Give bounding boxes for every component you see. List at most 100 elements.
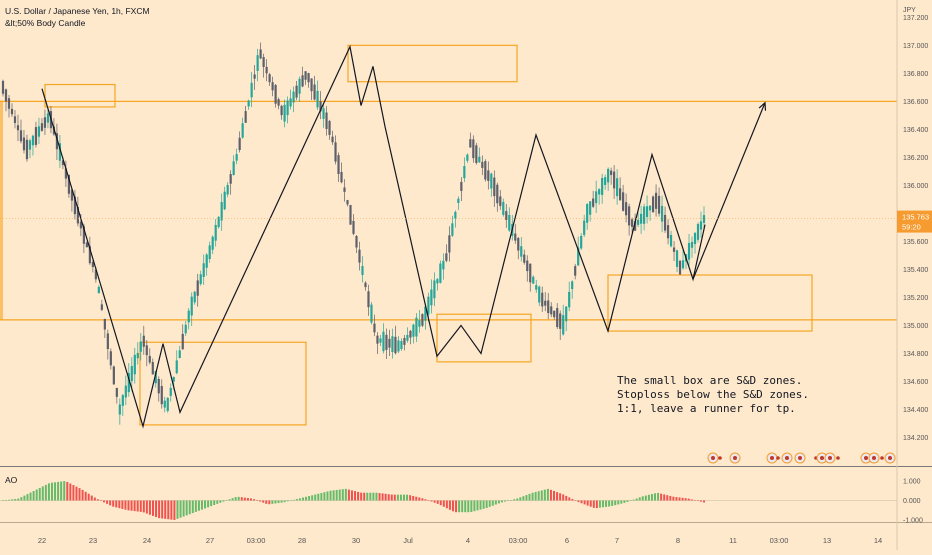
ao-bar — [412, 495, 415, 501]
ao-bar — [5, 500, 8, 501]
annotation-line: The small box are S&D zones. — [617, 374, 803, 387]
ao-bar — [455, 500, 458, 513]
ao-bar — [415, 496, 418, 501]
candle-body — [645, 206, 649, 217]
candle-body — [319, 101, 322, 112]
ao-bar — [626, 500, 629, 502]
ao-bar — [127, 500, 130, 511]
candle-body — [604, 177, 607, 185]
candle-body — [187, 310, 190, 323]
candle-body — [172, 377, 175, 382]
event-small-icon[interactable] — [776, 456, 780, 460]
ao-bar — [289, 500, 292, 501]
candle-body — [391, 336, 394, 352]
ao-bar — [525, 495, 528, 501]
candle-body — [675, 250, 679, 267]
candle-body — [304, 71, 307, 80]
sd-zone-box — [44, 83, 116, 108]
candle-body — [34, 127, 38, 145]
candle-body — [669, 235, 673, 247]
candle-body — [337, 155, 340, 174]
ao-bar — [559, 493, 562, 501]
candle-body — [457, 198, 460, 203]
x-tick-label: 27 — [206, 536, 214, 545]
ao-bar — [8, 499, 11, 501]
ao-bar — [491, 500, 494, 506]
ao-bar — [130, 500, 133, 511]
candle-body — [493, 177, 496, 197]
candle-body — [364, 282, 367, 288]
candle-body — [247, 100, 250, 107]
candle-body — [238, 137, 241, 151]
ao-bar — [60, 481, 63, 501]
ao-bar — [75, 486, 78, 501]
candle-body — [253, 74, 256, 79]
event-flag-dot — [864, 456, 868, 460]
ao-bar — [54, 482, 57, 501]
ao-bar — [41, 486, 44, 501]
ao-bar — [69, 483, 72, 501]
candle-body — [202, 263, 205, 278]
ao-bar — [142, 500, 145, 513]
candle-body — [151, 362, 154, 375]
ao-bar — [494, 500, 497, 505]
ao-bar — [375, 492, 378, 501]
candle-body — [142, 335, 145, 347]
y-tick-label: 136.400 — [903, 127, 928, 134]
ao-bar — [151, 500, 154, 516]
candle-body — [358, 249, 361, 263]
ao-bar — [470, 500, 473, 512]
candle-body — [70, 189, 74, 201]
candle-body — [559, 313, 562, 329]
ao-bar — [467, 500, 470, 513]
ao-bar — [308, 496, 311, 501]
ao-bar — [589, 500, 592, 507]
candle-body — [379, 338, 382, 343]
y-tick-label: 135.400 — [903, 267, 928, 274]
candle-body — [520, 246, 523, 257]
ao-bar — [519, 497, 522, 501]
ao-bar — [384, 493, 387, 501]
candle-body — [310, 78, 313, 92]
ao-bar — [583, 500, 586, 505]
ao-bar — [103, 500, 106, 503]
ao-bar — [442, 500, 445, 507]
x-tick-label: 13 — [823, 536, 831, 545]
ao-bar — [623, 500, 626, 503]
candle-body — [657, 195, 661, 214]
ao-bar — [647, 494, 650, 501]
ao-bar — [271, 500, 274, 504]
last-price-tag — [897, 210, 932, 233]
ao-bar — [124, 500, 127, 510]
event-small-icon[interactable] — [880, 456, 884, 460]
ao-bar — [50, 482, 53, 501]
ao-bar — [574, 500, 577, 501]
candle-body — [400, 340, 403, 350]
candle-body — [622, 192, 625, 211]
ao-bar — [323, 492, 326, 501]
candle-body — [313, 84, 316, 100]
sd-zone-box — [139, 341, 307, 426]
ao-bar — [118, 500, 121, 509]
ao-bar — [14, 498, 17, 501]
ao-bar — [357, 491, 360, 501]
ao-bar — [115, 500, 118, 508]
ao-bar — [256, 500, 259, 501]
ao-bar — [681, 497, 684, 501]
candle-body — [154, 371, 157, 384]
ao-bar — [445, 500, 448, 509]
candle-body — [535, 285, 538, 290]
candle-body — [334, 142, 337, 162]
event-small-icon[interactable] — [718, 456, 722, 460]
ao-bar — [703, 500, 705, 503]
ao-bar — [170, 500, 173, 520]
candle-body — [484, 161, 487, 180]
event-small-icon[interactable] — [836, 456, 840, 460]
ao-bar — [259, 500, 262, 502]
ao-bar — [148, 500, 151, 515]
candle-body — [82, 226, 85, 244]
candle-body — [672, 247, 676, 252]
x-tick-label: 24 — [143, 536, 151, 545]
candle-body — [433, 280, 436, 299]
